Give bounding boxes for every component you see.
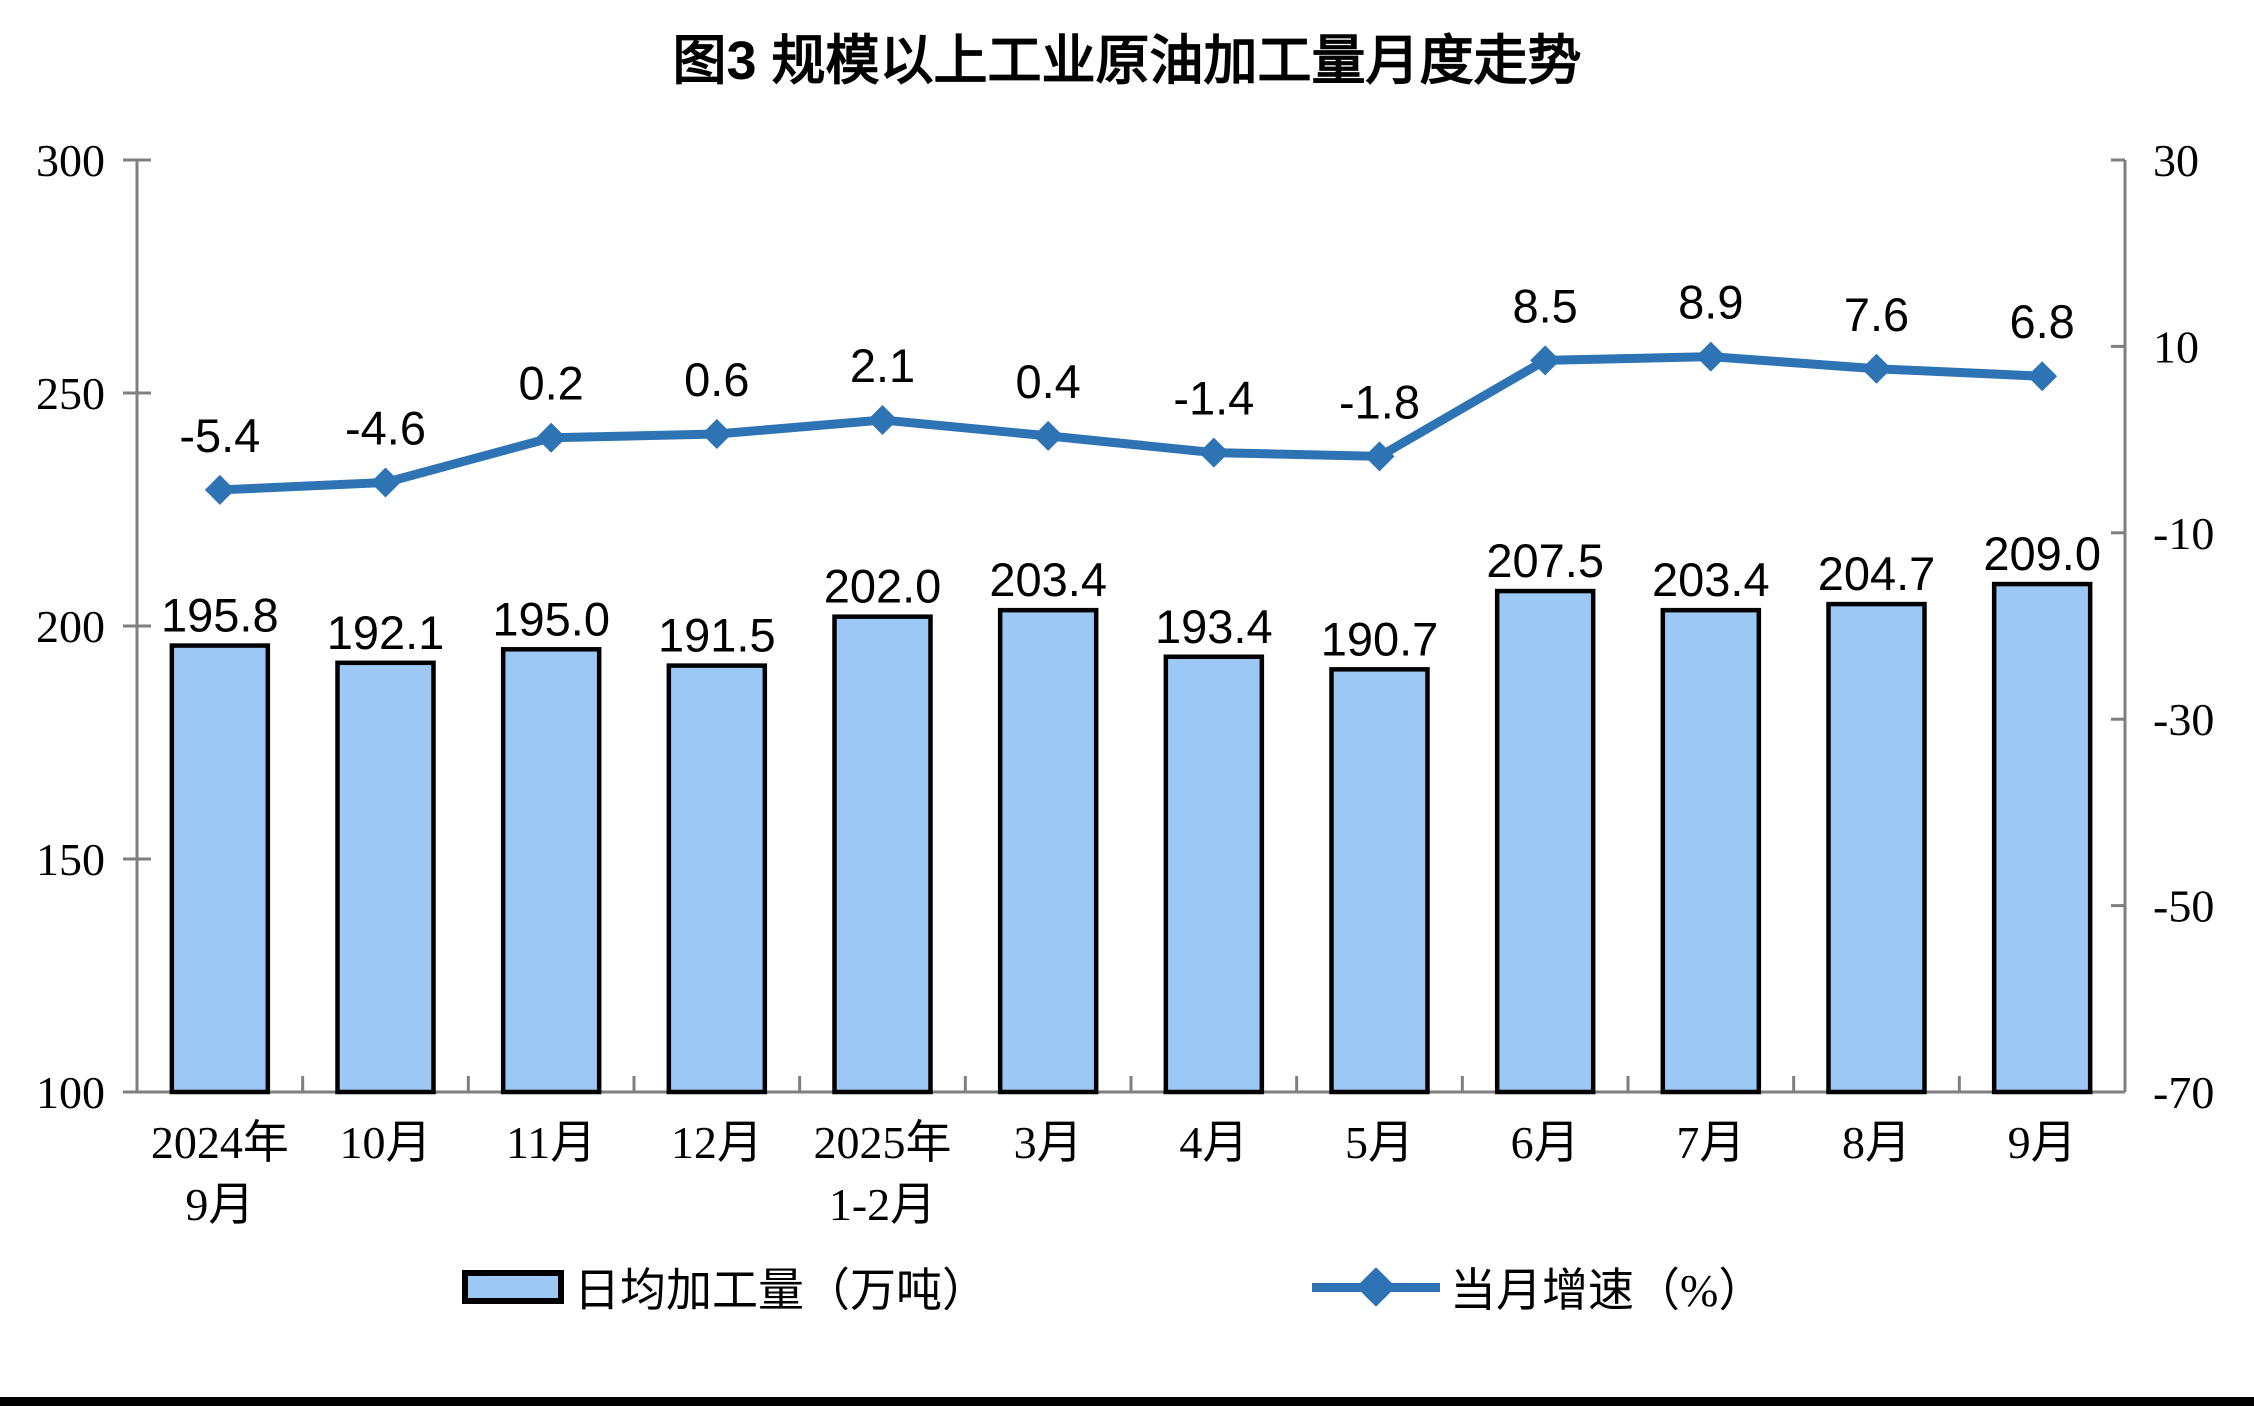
line-value-label: -1.8 bbox=[1339, 375, 1420, 428]
line-value-label: 6.8 bbox=[2009, 295, 2074, 348]
category-label: 8月 bbox=[1842, 1117, 1911, 1168]
bar bbox=[1329, 667, 1430, 1095]
bar-value-label: 203.4 bbox=[989, 553, 1107, 606]
bar bbox=[1494, 588, 1596, 1095]
right-axis-tick-label: -10 bbox=[2153, 508, 2214, 559]
line-series-swatch-icon bbox=[1312, 1267, 1440, 1307]
right-axis-tick-label: 10 bbox=[2153, 321, 2199, 372]
bar-value-label: 193.4 bbox=[1155, 600, 1273, 653]
line-marker-diamond bbox=[370, 467, 401, 498]
line-marker-diamond bbox=[1861, 353, 1892, 384]
growth-line bbox=[219, 352, 2043, 495]
line-value-label: -4.6 bbox=[345, 401, 426, 454]
bar-value-label: 191.5 bbox=[658, 609, 776, 662]
line-marker-diamond bbox=[2027, 361, 2058, 392]
chart-title: 图3 规模以上工业原油加工量月度走势 bbox=[672, 31, 1582, 91]
category-label: 2025年 1-2月 bbox=[814, 1117, 952, 1230]
category-label: 3月 bbox=[1014, 1117, 1083, 1168]
left-axis-tick-label: 150 bbox=[36, 834, 105, 885]
bar-value-label: 207.5 bbox=[1486, 534, 1604, 587]
category-label: 4月 bbox=[1179, 1117, 1248, 1168]
line-marker-diamond bbox=[1198, 437, 1229, 468]
bar bbox=[169, 643, 271, 1095]
bar-value-label: 209.0 bbox=[1983, 527, 2101, 580]
line-marker-diamond bbox=[536, 422, 567, 453]
category-label: 12月 bbox=[671, 1117, 763, 1168]
right-axis-tick-label: -70 bbox=[2153, 1067, 2214, 1118]
bar-value-label: 190.7 bbox=[1321, 612, 1439, 665]
category-label: 10月 bbox=[340, 1117, 432, 1168]
line-value-label: 0.2 bbox=[518, 357, 583, 410]
legend-item-bar-series: 日均加工量（万吨） bbox=[462, 1252, 988, 1322]
category-label: 11月 bbox=[506, 1117, 596, 1168]
category-label: 7月 bbox=[1676, 1117, 1745, 1168]
right-axis-tick-label: -30 bbox=[2153, 694, 2214, 745]
category-label: 9月 bbox=[2008, 1117, 2077, 1168]
bar-value-label: 195.8 bbox=[161, 589, 279, 642]
bar bbox=[997, 607, 1099, 1095]
line-value-label: 0.6 bbox=[684, 353, 749, 406]
left-axis-tick-label: 200 bbox=[36, 601, 105, 652]
legend-item-line-series: 当月增速（%） bbox=[1312, 1252, 1764, 1322]
line-marker-diamond bbox=[204, 474, 235, 505]
category-label: 6月 bbox=[1511, 1117, 1580, 1168]
chart-legend: 日均加工量（万吨） 当月增速（%） bbox=[0, 1252, 2254, 1322]
page-bottom-divider bbox=[0, 1397, 2254, 1406]
left-axis-tick-label: 300 bbox=[36, 135, 105, 186]
bar-value-label: 195.0 bbox=[492, 592, 610, 645]
right-axis-tick-label: -50 bbox=[2153, 881, 2214, 932]
bar bbox=[1991, 581, 2093, 1095]
category-label: 2024年 9月 bbox=[151, 1117, 289, 1230]
bar-series-label: 日均加工量（万吨） bbox=[574, 1265, 988, 1316]
line-value-label: 2.1 bbox=[850, 339, 915, 392]
left-axis-tick-label: 100 bbox=[36, 1067, 105, 1118]
bar bbox=[1163, 654, 1265, 1095]
bar bbox=[500, 647, 602, 1095]
line-series-label: 当月增速（%） bbox=[1450, 1265, 1765, 1316]
line-value-label: 7.6 bbox=[1844, 288, 1909, 341]
line-value-label: 0.4 bbox=[1015, 355, 1080, 408]
line-value-label: -5.4 bbox=[179, 409, 260, 462]
bar-series-swatch-icon bbox=[462, 1270, 564, 1304]
line-value-label: 8.9 bbox=[1678, 276, 1743, 329]
line-value-label: 8.5 bbox=[1512, 279, 1577, 332]
bar bbox=[832, 614, 933, 1095]
bar bbox=[1826, 601, 1927, 1095]
line-marker-diamond bbox=[1364, 441, 1395, 472]
line-value-label: -1.4 bbox=[1173, 372, 1254, 425]
bar-value-label: 202.0 bbox=[824, 560, 942, 613]
bar bbox=[335, 660, 436, 1095]
bar bbox=[1660, 607, 1762, 1095]
line-marker-diamond bbox=[1695, 341, 1726, 372]
bar-value-label: 192.1 bbox=[327, 606, 445, 659]
line-marker-diamond bbox=[701, 419, 732, 450]
left-axis-tick-label: 250 bbox=[36, 368, 105, 419]
bar-value-label: 204.7 bbox=[1818, 547, 1936, 600]
line-marker-diamond bbox=[867, 405, 898, 436]
line-marker-diamond bbox=[1033, 420, 1064, 451]
bar-value-label: 203.4 bbox=[1652, 553, 1770, 606]
category-label: 5月 bbox=[1345, 1117, 1414, 1168]
line-marker-diamond bbox=[1530, 345, 1561, 376]
right-axis-tick-label: 30 bbox=[2153, 135, 2199, 186]
bar bbox=[666, 663, 768, 1095]
